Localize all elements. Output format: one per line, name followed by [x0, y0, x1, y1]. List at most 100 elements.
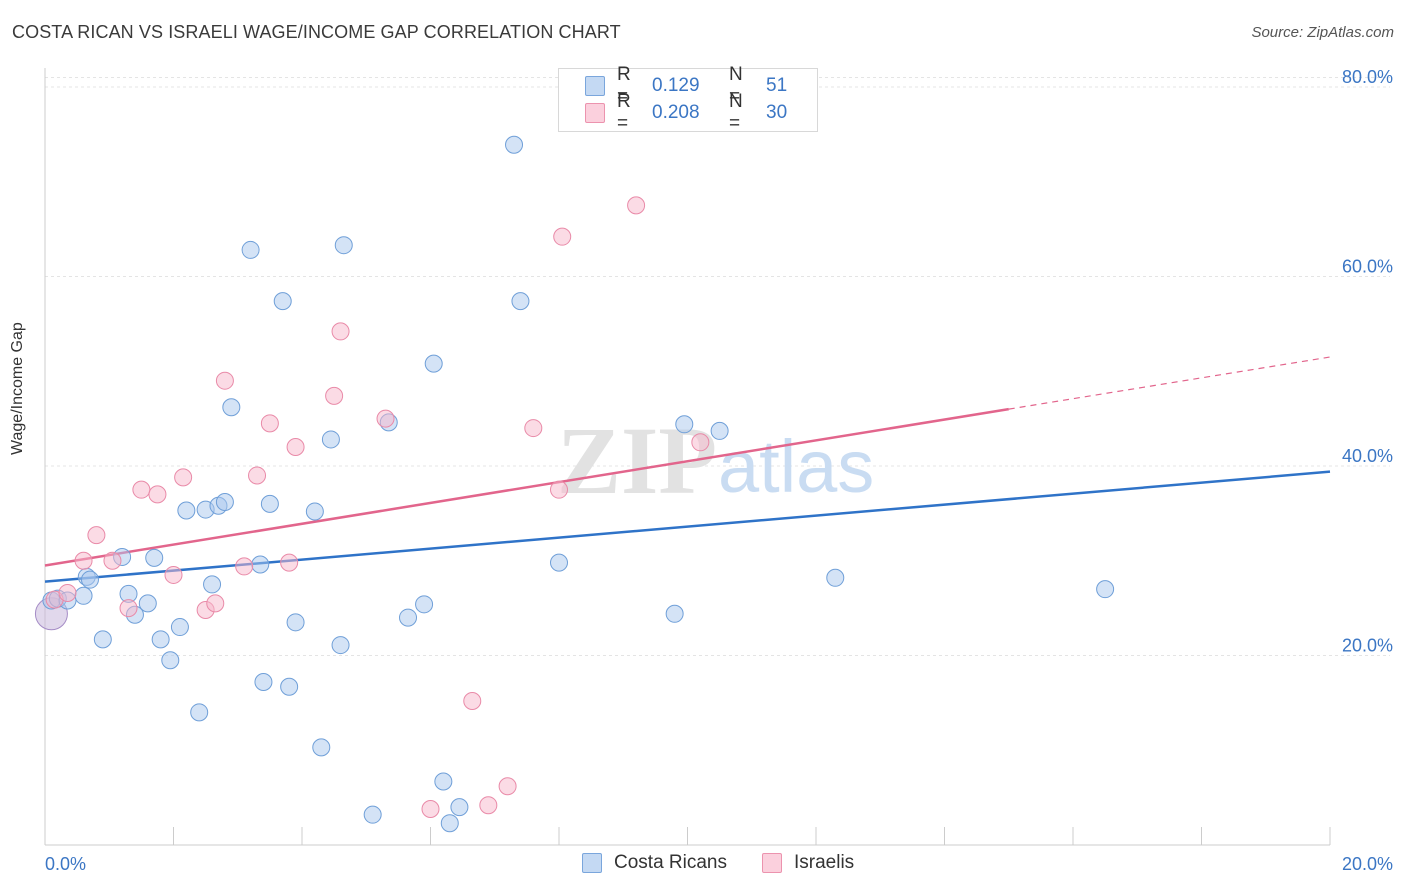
point-costa-rican — [1096, 580, 1115, 599]
point-israeli — [235, 557, 254, 576]
x-tick-label: 20.0% — [1342, 854, 1393, 874]
data-points — [34, 135, 1115, 833]
point-israeli — [74, 551, 93, 570]
point-costa-rican — [434, 772, 453, 791]
point-costa-rican — [505, 135, 524, 154]
point-israeli — [550, 480, 568, 499]
legend-n-label: N = — [729, 91, 743, 134]
point-costa-rican — [80, 570, 99, 589]
legend-label: Costa Ricans — [614, 852, 727, 873]
point-costa-rican — [440, 814, 459, 833]
point-costa-rican — [222, 398, 241, 417]
point-costa-rican — [203, 575, 222, 594]
source-label: Source: ZipAtlas.com — [1251, 24, 1394, 41]
point-israeli — [87, 526, 106, 545]
correlation-legend: R = 0.129 N = 51 R = 0.208 N = 30 — [558, 64, 818, 134]
point-costa-rican — [273, 292, 292, 311]
legend-n-value: 30 — [766, 102, 788, 123]
point-costa-rican — [215, 492, 234, 511]
point-israeli — [286, 438, 305, 457]
legend-swatch-pink — [762, 853, 782, 873]
point-costa-rican — [710, 421, 729, 440]
tick-labels: 20.0% 40.0% 60.0% 80.0% 0.0% 20.0% — [45, 67, 1393, 874]
point-costa-rican — [151, 630, 170, 649]
point-costa-rican — [93, 630, 112, 649]
point-costa-rican — [665, 604, 684, 623]
x-tick-label: 0.0% — [45, 854, 86, 874]
point-costa-rican — [260, 494, 279, 513]
point-costa-rican — [170, 618, 189, 637]
point-costa-rican — [177, 501, 196, 520]
legend-item-israelis[interactable]: Israelis — [762, 852, 854, 874]
legend-swatch-blue — [582, 853, 602, 873]
legend-r-label: R = — [617, 64, 631, 107]
point-costa-rican — [511, 292, 530, 311]
point-israeli — [376, 409, 395, 428]
legend-r-value: 0.208 — [652, 102, 700, 123]
point-israeli — [119, 599, 138, 618]
point-costa-rican — [399, 608, 418, 627]
legend-r-value: 0.129 — [652, 75, 700, 96]
point-israeli — [479, 796, 498, 815]
point-costa-rican — [675, 415, 694, 434]
point-costa-rican — [138, 594, 157, 613]
point-israeli — [164, 565, 183, 584]
point-israeli — [206, 594, 225, 613]
trend-line-israelis — [44, 407, 1009, 567]
point-israeli — [691, 433, 710, 452]
point-israeli — [553, 227, 572, 246]
point-israeli — [280, 553, 299, 572]
point-israeli — [331, 322, 350, 341]
point-israeli — [132, 480, 151, 499]
y-tick-label: 20.0% — [1342, 635, 1393, 655]
point-costa-rican — [312, 738, 331, 757]
point-costa-rican — [161, 651, 180, 670]
point-costa-rican — [321, 430, 340, 449]
point-costa-rican — [241, 240, 260, 259]
legend-swatch-blue — [585, 76, 605, 96]
point-costa-rican — [334, 236, 353, 255]
point-israeli — [524, 419, 543, 438]
point-costa-rican — [251, 555, 270, 574]
point-israeli — [148, 485, 167, 504]
chart-title: COSTA RICAN VS ISRAELI WAGE/INCOME GAP C… — [12, 22, 621, 42]
watermark-atlas: atlas — [718, 425, 874, 508]
point-israeli — [627, 196, 646, 215]
legend-swatch-pink — [585, 103, 605, 123]
y-tick-label: 40.0% — [1342, 446, 1393, 466]
point-costa-rican — [286, 613, 305, 632]
point-costa-rican — [550, 553, 568, 572]
point-costa-rican — [450, 798, 469, 817]
point-costa-rican — [74, 586, 93, 605]
axes — [44, 68, 1331, 846]
point-israeli — [248, 466, 267, 485]
y-tick-label: 60.0% — [1342, 256, 1393, 276]
point-israeli — [174, 468, 193, 487]
legend-r-label: R = — [617, 91, 631, 134]
point-costa-rican — [363, 805, 382, 824]
point-israeli — [325, 386, 344, 405]
point-israeli — [215, 371, 234, 390]
point-israeli — [463, 691, 482, 710]
point-israeli — [498, 777, 517, 796]
point-costa-rican — [254, 673, 273, 692]
y-tick-label: 80.0% — [1342, 67, 1393, 87]
point-israeli — [103, 551, 122, 570]
point-costa-rican — [305, 502, 324, 521]
trend-line-israelis-extension — [1008, 356, 1331, 410]
point-costa-rican — [826, 568, 845, 587]
point-costa-rican — [415, 595, 434, 614]
point-israeli — [421, 799, 440, 818]
point-costa-rican — [190, 703, 209, 722]
legend-item-costa-ricans[interactable]: Costa Ricans — [582, 852, 727, 874]
point-israeli — [58, 583, 77, 602]
y-axis-label: Wage/Income Gap — [9, 322, 26, 455]
point-israeli — [260, 414, 279, 433]
legend-n-value: 51 — [766, 75, 788, 96]
point-costa-rican — [145, 548, 164, 567]
point-costa-rican — [331, 636, 350, 655]
point-costa-rican — [280, 677, 299, 696]
legend-label: Israelis — [794, 852, 855, 873]
legend-n-label: N = — [729, 64, 743, 107]
